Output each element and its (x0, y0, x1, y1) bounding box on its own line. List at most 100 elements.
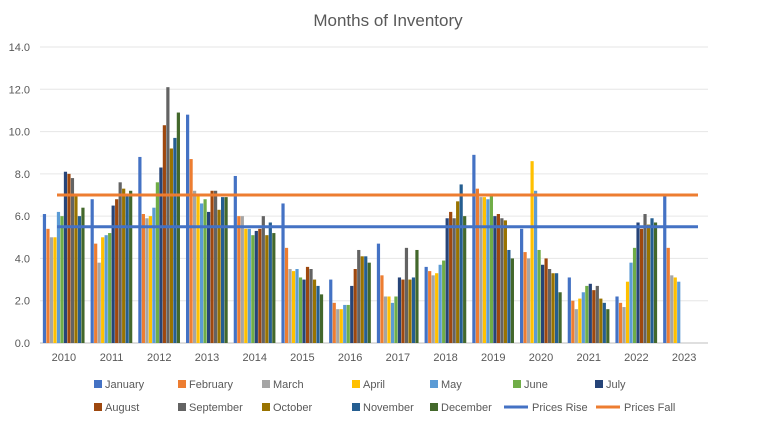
bar-june-2014 (251, 235, 255, 343)
bar-december-2019 (510, 258, 514, 343)
x-tick-label: 2014 (242, 352, 266, 364)
bar-october-2021 (599, 298, 603, 343)
y-tick-label: 10.0 (9, 127, 30, 139)
bar-november-2010 (77, 216, 82, 343)
bar-december-2016 (367, 262, 371, 343)
bar-february-2010 (46, 228, 50, 343)
bar-october-2010 (74, 195, 78, 343)
y-tick-label: 6.0 (15, 211, 30, 223)
y-tick-label: 0.0 (15, 338, 30, 350)
bar-march-2023 (670, 275, 674, 343)
bar-may-2022 (629, 262, 633, 343)
bar-january-2023 (663, 195, 667, 343)
legend-label: September (189, 402, 243, 414)
bar-october-2015 (312, 279, 317, 343)
bar-february-2013 (189, 159, 193, 343)
bar-june-2017 (394, 296, 398, 343)
bar-august-2014 (258, 228, 262, 343)
bar-april-2023 (673, 277, 677, 343)
legend-swatch (178, 403, 186, 411)
x-tick-label: 2013 (195, 352, 219, 364)
bar-august-2020 (544, 258, 548, 343)
bar-august-2019 (496, 214, 500, 343)
bar-september-2017 (404, 247, 409, 343)
bar-november-2012 (173, 137, 177, 343)
bar-october-2022 (646, 224, 651, 343)
bar-december-2014 (272, 233, 276, 343)
bar-february-2017 (380, 275, 384, 343)
bar-december-2018 (463, 216, 467, 343)
legend-swatch (430, 380, 438, 388)
chart-title: Months of Inventory (313, 11, 463, 30)
x-tick-label: 2020 (529, 352, 553, 364)
bar-september-2016 (357, 249, 361, 343)
bar-june-2016 (346, 304, 350, 343)
bar-may-2010 (56, 211, 61, 343)
bar-january-2022 (615, 296, 619, 343)
bar-march-2011 (97, 262, 101, 343)
bar-november-2017 (411, 277, 416, 343)
bar-march-2015 (288, 269, 292, 343)
bar-july-2020 (541, 264, 545, 343)
bar-area (42, 87, 681, 343)
legend-label: April (363, 379, 385, 391)
bar-july-2021 (588, 283, 592, 343)
bar-january-2011 (90, 199, 94, 343)
legend-item: August (94, 402, 139, 414)
bar-march-2017 (383, 296, 388, 343)
bar-july-2016 (350, 285, 354, 343)
bar-april-2019 (482, 197, 486, 343)
bar-november-2021 (602, 302, 606, 343)
bar-april-2021 (578, 298, 582, 343)
x-tick-label: 2022 (624, 352, 648, 364)
bar-november-2019 (507, 249, 511, 343)
bar-january-2020 (520, 228, 524, 343)
bar-march-2022 (622, 307, 626, 343)
bar-december-2013 (224, 197, 228, 343)
x-tick-label: 2018 (433, 352, 457, 364)
legend-item: January (94, 379, 145, 391)
bar-august-2021 (592, 290, 596, 343)
bar-june-2010 (60, 216, 64, 343)
legend-label: January (105, 379, 145, 391)
legend-swatch (262, 380, 270, 388)
bar-january-2019 (472, 154, 476, 343)
bar-april-2013 (196, 195, 200, 343)
legend-swatch (352, 380, 360, 388)
bar-march-2014 (240, 216, 244, 343)
bar-july-2019 (493, 216, 497, 343)
x-tick-label: 2016 (338, 352, 362, 364)
bar-august-2015 (305, 266, 310, 343)
bar-june-2021 (585, 285, 589, 343)
bar-august-2012 (162, 125, 166, 343)
bar-may-2021 (581, 292, 585, 343)
bar-january-2013 (186, 114, 190, 343)
bar-january-2012 (138, 156, 142, 343)
bar-december-2011 (129, 190, 133, 343)
x-tick-label: 2010 (52, 352, 76, 364)
bar-november-2013 (221, 197, 225, 343)
legend-swatch (94, 403, 102, 411)
bar-april-2012 (148, 216, 152, 343)
bar-may-2016 (343, 304, 347, 343)
legend-item: June (513, 379, 548, 391)
y-tick-label: 12.0 (9, 84, 30, 96)
bar-january-2017 (376, 243, 381, 343)
bar-august-2018 (449, 211, 453, 343)
bar-june-2022 (632, 247, 637, 343)
bar-april-2022 (625, 281, 630, 343)
bar-may-2018 (438, 264, 442, 343)
bar-october-2014 (265, 235, 269, 343)
bar-september-2020 (548, 269, 552, 343)
bar-february-2023 (666, 247, 670, 343)
legend-label: Prices Rise (532, 402, 588, 414)
bar-september-2013 (214, 190, 218, 343)
legend-swatch (352, 403, 360, 411)
bar-june-2013 (203, 199, 207, 343)
x-tick-label: 2017 (386, 352, 410, 364)
x-tick-label: 2023 (672, 352, 696, 364)
bar-december-2015 (319, 294, 324, 343)
legend-item: October (262, 402, 312, 414)
bar-july-2017 (397, 277, 402, 343)
